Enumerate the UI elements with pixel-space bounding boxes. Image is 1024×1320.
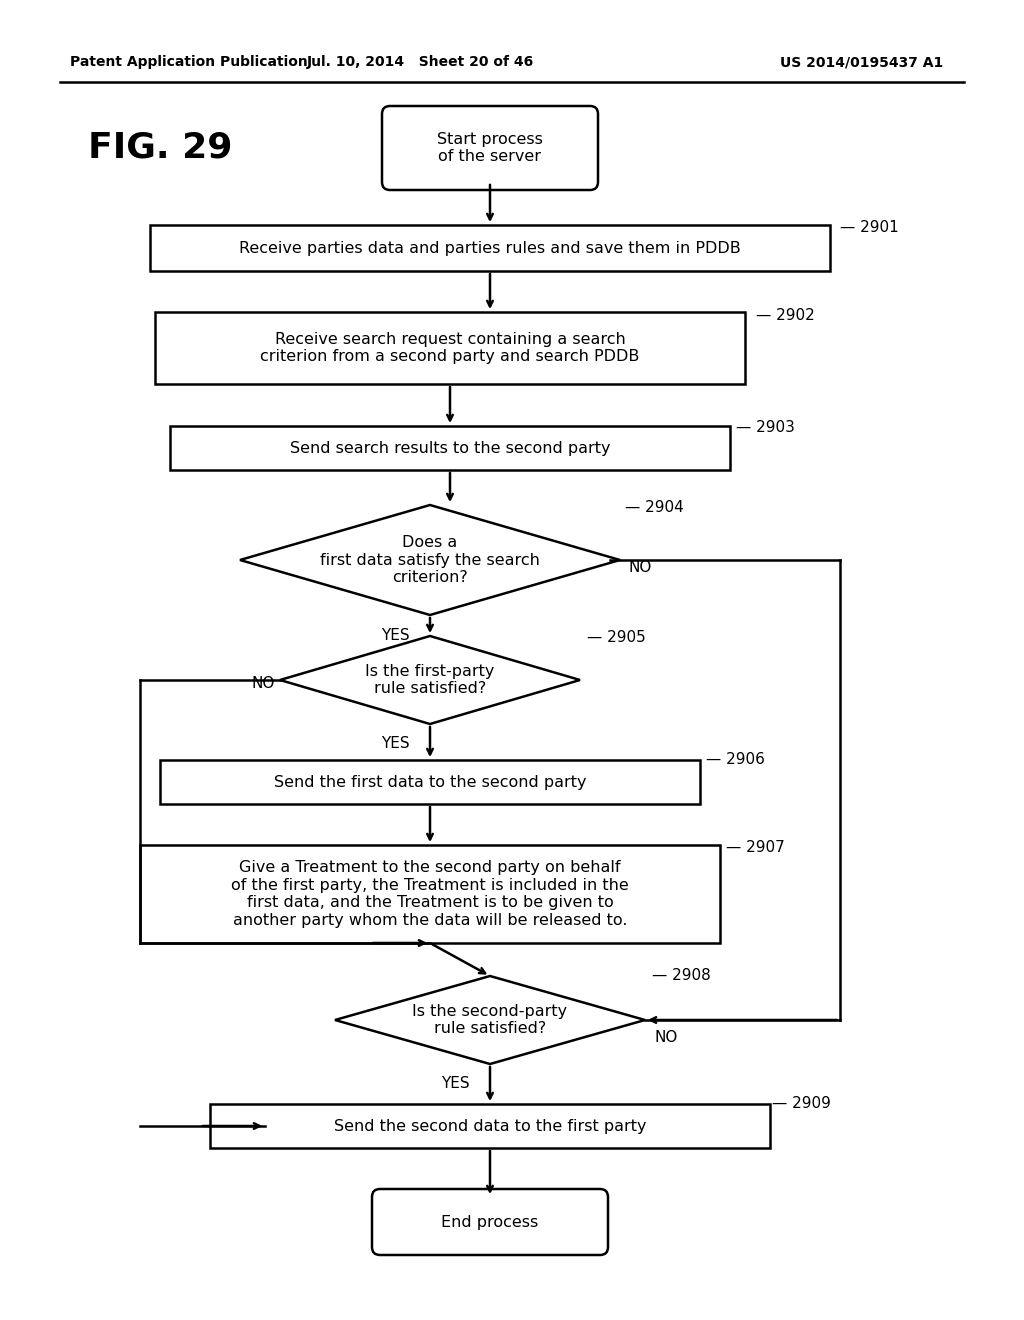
Text: — 2909: — 2909 <box>772 1097 830 1111</box>
Text: Send the first data to the second party: Send the first data to the second party <box>273 775 587 789</box>
Bar <box>150 224 830 271</box>
Text: End process: End process <box>441 1214 539 1229</box>
Bar <box>210 1104 770 1148</box>
Text: Is the second-party
rule satisfied?: Is the second-party rule satisfied? <box>413 1003 567 1036</box>
Text: Receive parties data and parties rules and save them in PDDB: Receive parties data and parties rules a… <box>240 240 741 256</box>
Bar <box>140 845 720 942</box>
Bar <box>170 426 730 470</box>
Bar <box>155 312 745 384</box>
Text: NO: NO <box>654 1030 677 1045</box>
Text: Patent Application Publication: Patent Application Publication <box>70 55 308 69</box>
Text: Send the second data to the first party: Send the second data to the first party <box>334 1118 646 1134</box>
Text: Does a
first data satisfy the search
criterion?: Does a first data satisfy the search cri… <box>321 535 540 585</box>
Text: — 2905: — 2905 <box>587 631 646 645</box>
Text: YES: YES <box>381 628 410 643</box>
Text: — 2907: — 2907 <box>726 841 784 855</box>
Polygon shape <box>240 506 620 615</box>
Text: Give a Treatment to the second party on behalf
of the first party, the Treatment: Give a Treatment to the second party on … <box>231 861 629 928</box>
Text: NO: NO <box>252 676 275 692</box>
Text: — 2901: — 2901 <box>840 220 899 235</box>
Text: Receive search request containing a search
criterion from a second party and sea: Receive search request containing a sear… <box>260 331 640 364</box>
FancyBboxPatch shape <box>372 1189 608 1255</box>
Text: — 2902: — 2902 <box>756 309 815 323</box>
Polygon shape <box>280 636 580 723</box>
Text: Is the first-party
rule satisfied?: Is the first-party rule satisfied? <box>366 664 495 696</box>
Text: Start process
of the server: Start process of the server <box>437 132 543 164</box>
Text: FIG. 29: FIG. 29 <box>88 131 232 165</box>
Bar <box>160 760 700 804</box>
Polygon shape <box>335 975 645 1064</box>
FancyBboxPatch shape <box>382 106 598 190</box>
Text: Jul. 10, 2014   Sheet 20 of 46: Jul. 10, 2014 Sheet 20 of 46 <box>306 55 534 69</box>
Text: — 2906: — 2906 <box>706 752 765 767</box>
Text: NO: NO <box>628 561 651 576</box>
Text: YES: YES <box>440 1076 469 1092</box>
Text: US 2014/0195437 A1: US 2014/0195437 A1 <box>780 55 943 69</box>
Text: — 2908: — 2908 <box>652 969 711 983</box>
Text: YES: YES <box>381 737 410 751</box>
Text: Send search results to the second party: Send search results to the second party <box>290 441 610 455</box>
Text: — 2904: — 2904 <box>625 500 684 516</box>
Text: — 2903: — 2903 <box>736 421 795 436</box>
